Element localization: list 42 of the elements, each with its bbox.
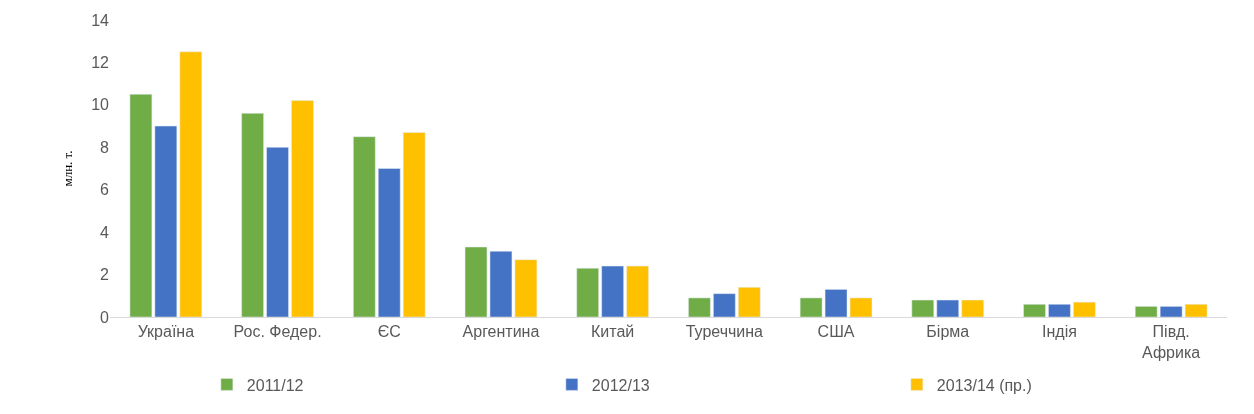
legend-label: 2011/12: [246, 376, 304, 394]
y-tick-label: 12: [91, 54, 110, 72]
x-tick-label: Бірма: [926, 323, 970, 341]
bar: [179, 51, 203, 317]
x-tick-label: Туреччина: [685, 323, 764, 341]
x-tick-label: США: [817, 323, 855, 341]
bar: [626, 265, 649, 317]
bar: [738, 287, 761, 317]
bar: [1134, 306, 1158, 317]
bar: [266, 147, 289, 317]
legend-label: 2013/14 (пр.): [936, 376, 1032, 394]
y-tick-label: 2: [100, 266, 110, 284]
bar: [1023, 304, 1046, 317]
x-tick-label: Півд. Африка: [1142, 323, 1201, 361]
bar: [936, 299, 959, 317]
bar: [688, 297, 711, 317]
x-tick-label: Аргентина: [462, 323, 540, 341]
bar: [576, 267, 599, 317]
bar: [402, 132, 426, 317]
bar: [601, 265, 624, 317]
bar: [1073, 301, 1096, 317]
bar: [1048, 304, 1071, 317]
legend-label: 2012/13: [591, 376, 650, 394]
bar: [961, 299, 984, 317]
y-tick-label: 6: [100, 181, 110, 199]
x-tick-label: Індія: [1042, 323, 1077, 341]
bar: [911, 299, 935, 317]
y-tick-label: 10: [91, 96, 110, 114]
y-tick-label: 4: [100, 223, 110, 241]
bar: [241, 113, 264, 317]
y-tick-label: 8: [100, 138, 110, 156]
bar: [353, 136, 376, 317]
bar: [713, 293, 736, 317]
y-axis-title: млн. т.: [60, 150, 76, 187]
bar: [378, 168, 401, 317]
x-tick-label: ЄС: [377, 323, 401, 341]
y-tick-label: 14: [91, 11, 110, 29]
y-tick-label: 0: [100, 308, 110, 326]
bar: [291, 100, 314, 317]
x-tick-label: Рос. Федер.: [233, 323, 322, 341]
x-tick-label: Україна: [137, 323, 195, 341]
x-tick-label: Китай: [591, 323, 635, 341]
